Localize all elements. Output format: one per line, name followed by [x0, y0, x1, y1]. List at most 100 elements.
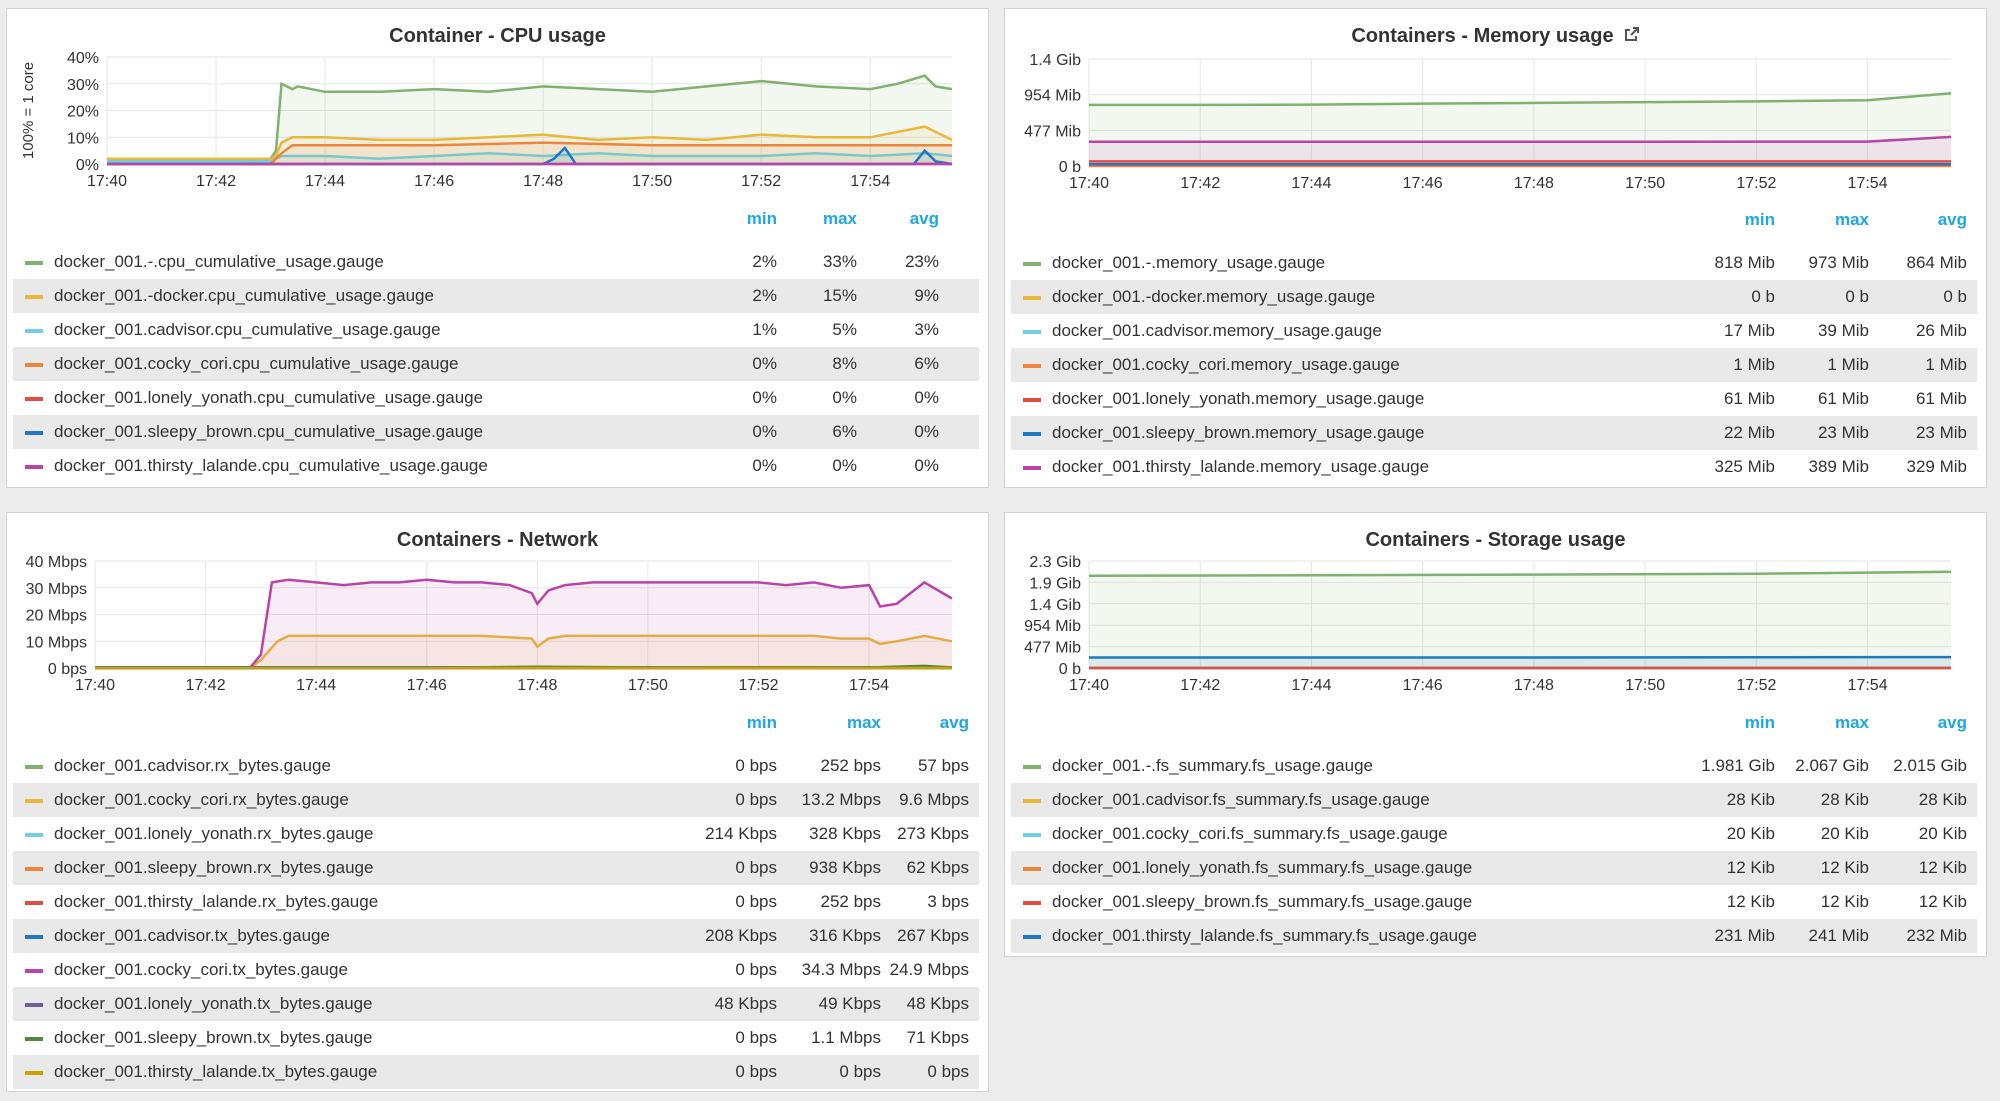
legend-series-name[interactable]: docker_001.cocky_cori.fs_summary.fs_usag… — [1052, 824, 1448, 843]
legend-series-name[interactable]: docker_001.lonely_yonath.fs_summary.fs_u… — [1052, 858, 1473, 877]
series-color-swatch[interactable] — [25, 329, 43, 333]
legend-series-name[interactable]: docker_001.thirsty_lalande.tx_bytes.gaug… — [54, 1062, 378, 1081]
legend-header-avg[interactable]: avg — [909, 209, 939, 228]
legend-header-avg[interactable]: avg — [1937, 210, 1967, 229]
legend-row[interactable]: docker_001.-docker.cpu_cumulative_usage.… — [13, 279, 979, 313]
external-link-icon[interactable] — [1624, 25, 1640, 48]
legend-series-name[interactable]: docker_001.-.fs_summary.fs_usage.gauge — [1052, 756, 1373, 775]
legend-series-name[interactable]: docker_001.thirsty_lalande.memory_usage.… — [1052, 457, 1430, 476]
legend-series-name[interactable]: docker_001.sleepy_brown.cpu_cumulative_u… — [54, 422, 484, 441]
legend-row[interactable]: docker_001.sleepy_brown.rx_bytes.gauge 0 … — [13, 851, 979, 885]
legend-row[interactable]: docker_001.-.cpu_cumulative_usage.gauge 2… — [13, 245, 979, 279]
legend-header-min[interactable]: min — [746, 209, 777, 228]
series-color-swatch[interactable] — [25, 431, 43, 435]
legend-series-name[interactable]: docker_001.cadvisor.memory_usage.gauge — [1052, 321, 1382, 340]
legend-header-max[interactable]: max — [846, 713, 881, 732]
series-color-swatch[interactable] — [25, 295, 43, 299]
legend-series-name[interactable]: docker_001.cocky_cori.rx_bytes.gauge — [54, 790, 349, 809]
storage-chart[interactable]: 0 b 477 Mib 954 Mib 1.4 Gib 1.9 Gib 2.3 Gib 17… — [1005, 513, 1988, 708]
legend-row[interactable]: docker_001.sleepy_brown.memory_usage.gau… — [1011, 416, 1977, 450]
legend-row[interactable]: docker_001.lonely_yonath.rx_bytes.gauge 2… — [13, 817, 979, 851]
series-color-swatch[interactable] — [1023, 466, 1041, 470]
legend-row[interactable]: docker_001.cadvisor.tx_bytes.gauge 208 Kb… — [13, 919, 979, 953]
series-color-swatch[interactable] — [1023, 833, 1041, 837]
legend-header-max[interactable]: max — [1834, 713, 1869, 732]
panel-title[interactable]: Containers - Network — [396, 529, 599, 551]
legend-row[interactable]: docker_001.-.fs_summary.fs_usage.gauge 1.… — [1011, 749, 1977, 783]
legend-header-max[interactable]: max — [822, 209, 857, 228]
series-line[interactable] — [95, 634, 953, 670]
series-color-swatch[interactable] — [1023, 765, 1041, 769]
legend-row[interactable]: docker_001.sleepy_brown.fs_summary.fs_us… — [1011, 885, 1977, 919]
legend-series-name[interactable]: docker_001.sleepy_brown.tx_bytes.gauge — [54, 1028, 373, 1047]
panel-title[interactable]: Containers - Storage usage — [1365, 529, 1626, 551]
legend-row[interactable]: docker_001.cocky_cori.rx_bytes.gauge 0 bp… — [13, 783, 979, 817]
legend-series-name[interactable]: docker_001.sleepy_brown.rx_bytes.gauge — [54, 858, 374, 877]
series-color-swatch[interactable] — [1023, 935, 1041, 939]
series-color-swatch[interactable] — [1023, 901, 1041, 905]
legend-row[interactable]: docker_001.cocky_cori.fs_summary.fs_usag… — [1011, 817, 1977, 851]
legend-series-name[interactable]: docker_001.lonely_yonath.tx_bytes.gauge — [54, 994, 373, 1013]
legend-row[interactable]: docker_001.cadvisor.rx_bytes.gauge 0 bps 2… — [13, 749, 979, 783]
legend-series-name[interactable]: docker_001.cadvisor.rx_bytes.gauge — [54, 756, 331, 775]
series-color-swatch[interactable] — [1023, 330, 1041, 334]
series-color-swatch[interactable] — [1023, 799, 1041, 803]
series-color-swatch[interactable] — [25, 833, 43, 837]
legend-header-avg[interactable]: avg — [1937, 713, 1967, 732]
series-color-swatch[interactable] — [25, 969, 43, 973]
legend-series-name[interactable]: docker_001.-.cpu_cumulative_usage.gauge — [54, 252, 384, 271]
legend-row[interactable]: docker_001.cocky_cori.cpu_cumulative_usa… — [13, 347, 979, 381]
series-line[interactable] — [107, 74, 953, 160]
legend-row[interactable]: docker_001.-.memory_usage.gauge 818 Mib 97… — [1011, 246, 1977, 280]
legend-series-name[interactable]: docker_001.-.memory_usage.gauge — [1052, 253, 1326, 272]
series-line[interactable] — [1088, 570, 1952, 578]
legend-row[interactable]: docker_001.sleepy_brown.cpu_cumulative_u… — [13, 415, 979, 449]
series-color-swatch[interactable] — [1023, 262, 1041, 266]
legend-row[interactable]: docker_001.lonely_yonath.cpu_cumulative_… — [13, 381, 979, 415]
legend-header-max[interactable]: max — [1834, 210, 1869, 229]
legend-series-name[interactable]: docker_001.cadvisor.fs_summary.fs_usage.… — [1052, 790, 1430, 809]
legend-row[interactable]: docker_001.thirsty_lalande.memory_usage.… — [1011, 450, 1977, 484]
series-color-swatch[interactable] — [1023, 398, 1041, 402]
series-line[interactable] — [107, 125, 953, 160]
series-line[interactable] — [1089, 135, 1952, 143]
legend-row[interactable]: docker_001.lonely_yonath.memory_usage.ga… — [1011, 382, 1977, 416]
panel-title[interactable]: Containers - Memory usage — [1005, 25, 1986, 48]
series-color-swatch[interactable] — [25, 765, 43, 769]
legend-series-name[interactable]: docker_001.cadvisor.tx_bytes.gauge — [54, 926, 330, 945]
cpu-chart[interactable]: 0% 10% 20% 30% 40% 17:40 17:42 17:44 17:46 17:48 1… — [7, 9, 990, 204]
legend-row[interactable]: docker_001.cadvisor.memory_usage.gauge 17… — [1011, 314, 1977, 348]
series-line[interactable] — [95, 578, 953, 670]
legend-series-name[interactable]: docker_001.cocky_cori.tx_bytes.gauge — [54, 960, 348, 979]
legend-series-name[interactable]: docker_001.-docker.memory_usage.gauge — [1052, 287, 1376, 306]
legend-series-name[interactable]: docker_001.thirsty_lalande.fs_summary.fs… — [1052, 926, 1477, 945]
legend-series-name[interactable]: docker_001.thirsty_lalande.cpu_cumulativ… — [54, 456, 488, 475]
legend-series-name[interactable]: docker_001.cocky_cori.memory_usage.gauge — [1052, 355, 1400, 374]
series-color-swatch[interactable] — [25, 397, 43, 401]
legend-series-name[interactable]: docker_001.thirsty_lalande.rx_bytes.gaug… — [54, 892, 379, 911]
legend-row[interactable]: docker_001.thirsty_lalande.tx_bytes.gaug… — [13, 1055, 979, 1089]
legend-series-name[interactable]: docker_001.lonely_yonath.cpu_cumulative_… — [54, 388, 484, 407]
network-chart[interactable]: 0 bps 10 Mbps 20 Mbps 30 Mbps 40 Mbps 17:40 17… — [7, 513, 990, 708]
series-color-swatch[interactable] — [25, 363, 43, 367]
series-color-swatch[interactable] — [25, 1037, 43, 1041]
legend-row[interactable]: docker_001.cadvisor.fs_summary.fs_usage.… — [1011, 783, 1977, 817]
series-color-swatch[interactable] — [25, 935, 43, 939]
legend-series-name[interactable]: docker_001.cocky_cori.cpu_cumulative_usa… — [54, 354, 459, 373]
legend-row[interactable]: docker_001.sleepy_brown.tx_bytes.gauge 0 … — [13, 1021, 979, 1055]
series-color-swatch[interactable] — [25, 901, 43, 905]
legend-header-min[interactable]: min — [746, 713, 777, 732]
legend-series-name[interactable]: docker_001.lonely_yonath.memory_usage.ga… — [1052, 389, 1425, 408]
series-color-swatch[interactable] — [1023, 432, 1041, 436]
series-color-swatch[interactable] — [25, 261, 43, 265]
series-color-swatch[interactable] — [25, 465, 43, 469]
legend-row[interactable]: docker_001.thirsty_lalande.rx_bytes.gaug… — [13, 885, 979, 919]
legend-row[interactable]: docker_001.lonely_yonath.tx_bytes.gauge 4… — [13, 987, 979, 1021]
legend-header-min[interactable]: min — [1744, 210, 1775, 229]
series-color-swatch[interactable] — [1023, 867, 1041, 871]
legend-series-name[interactable]: docker_001.lonely_yonath.rx_bytes.gauge — [54, 824, 374, 843]
legend-row[interactable]: docker_001.cocky_cori.tx_bytes.gauge 0 bp… — [13, 953, 979, 987]
legend-series-name[interactable]: docker_001.sleepy_brown.fs_summary.fs_us… — [1052, 892, 1473, 911]
series-color-swatch[interactable] — [1023, 296, 1041, 300]
series-line[interactable] — [107, 152, 953, 163]
